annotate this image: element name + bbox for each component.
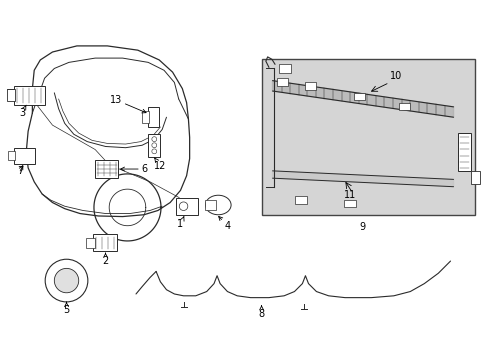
Bar [95,160,118,178]
Bar [14,148,35,163]
Text: 4: 4 [218,216,230,231]
Circle shape [54,268,79,293]
Bar [148,108,159,127]
Text: 2: 2 [102,253,108,266]
Bar [398,103,409,110]
Text: 7: 7 [17,166,23,176]
Bar [7,89,15,102]
Circle shape [152,143,157,148]
Text: 1: 1 [177,217,183,229]
Bar [93,234,116,251]
Bar [305,82,316,90]
Text: 10: 10 [389,71,401,81]
Polygon shape [272,171,453,187]
Bar [148,134,160,157]
Circle shape [152,137,157,141]
Circle shape [179,202,187,211]
Bar [142,111,149,123]
Ellipse shape [205,195,231,215]
Polygon shape [272,81,453,117]
Bar [14,86,44,105]
Bar [204,200,215,210]
Bar [278,64,290,73]
Bar [457,133,470,171]
Text: 9: 9 [358,222,365,232]
Text: 8: 8 [258,306,264,319]
Circle shape [152,149,157,154]
Text: 11: 11 [343,190,355,200]
Bar [8,151,15,161]
Circle shape [45,259,88,302]
Bar [86,238,94,248]
Bar [176,198,197,215]
Bar [261,59,474,215]
Bar [343,200,355,207]
Text: 6: 6 [121,164,147,174]
Bar [294,197,306,204]
Bar [353,93,365,100]
Bar [276,78,287,86]
Text: 12: 12 [154,158,166,171]
Text: 3: 3 [19,105,26,118]
Text: 13: 13 [110,95,146,113]
Text: 5: 5 [63,302,69,315]
Bar [470,171,479,184]
